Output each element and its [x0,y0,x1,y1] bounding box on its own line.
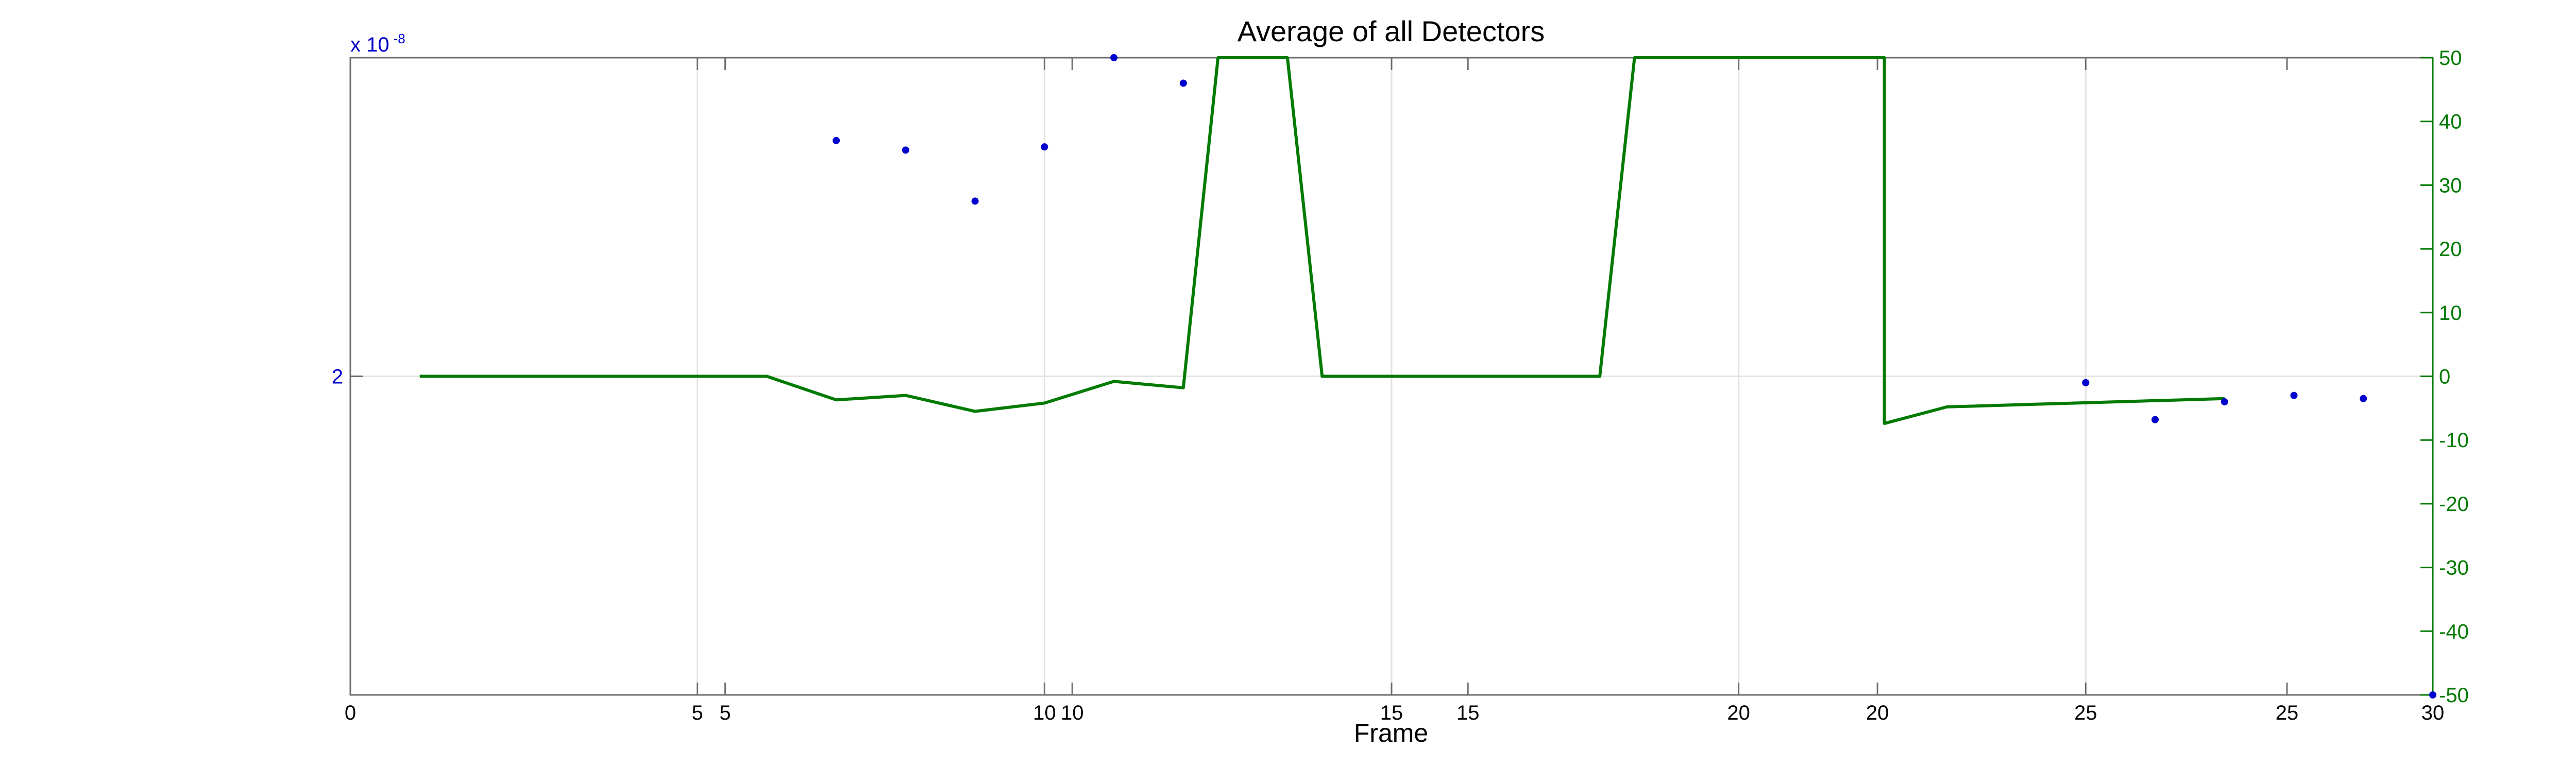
y-right-tick-label: -10 [2439,429,2469,452]
series-line [419,56,2225,425]
y-left-exponent-label: x 10 -8 [350,31,405,56]
x-tick-label: 20 [1727,702,1750,724]
x2-tick-label: 25 [2276,702,2299,724]
data-point [2082,379,2090,386]
y-right-tick-label: 20 [2439,238,2462,261]
y-right-tick-label: -40 [2439,620,2469,643]
y-right-tick-label: 50 [2439,47,2462,70]
y-right-tick-label: 30 [2439,174,2462,197]
y-right-tick-label: -30 [2439,557,2469,580]
x-tick-label: 5 [692,702,703,724]
data-point [2290,392,2298,399]
data-point [2221,398,2228,405]
x2-tick-label: 15 [1456,702,1480,724]
x-tick-label: 10 [1033,702,1056,724]
x-axis-label: Frame [1354,719,1428,747]
y-left-tick-label: 2 [332,366,343,388]
x2-tick-label: 5 [719,702,731,724]
ticks: 0 5 10 15 20 25 30 5 10 15 20 25 50 40 30 20 10 0 -10 -20 -3… [332,47,2469,724]
x2-tick-label: 10 [1061,702,1084,724]
x-tick-label: 0 [345,702,356,724]
y-left-exponent-base: x 10 [350,33,389,56]
chart-title: Average of all Detectors [1238,15,1545,47]
x-tick-label: 25 [2074,702,2097,724]
data-point [2360,395,2367,402]
data-point [1041,143,1048,151]
y-left-exponent-power: -8 [394,31,405,46]
data-point [1179,79,1187,87]
y-right-tick-label: -50 [2439,684,2469,707]
x-tick-label: 15 [1380,702,1403,724]
data-point [2429,691,2436,699]
y-right-tick-label: -20 [2439,493,2469,516]
series [419,54,2436,699]
x-tick-label: 30 [2421,702,2445,724]
y-right-tick-label: 0 [2439,366,2450,388]
data-point [1110,54,1118,61]
data-point [971,197,979,205]
y-right-tick-label: 40 [2439,111,2462,133]
x2-tick-label: 20 [1866,702,1889,724]
data-point [833,137,840,144]
data-point [2151,416,2159,423]
y-right-tick-label: 10 [2439,302,2462,325]
data-point [902,146,909,154]
